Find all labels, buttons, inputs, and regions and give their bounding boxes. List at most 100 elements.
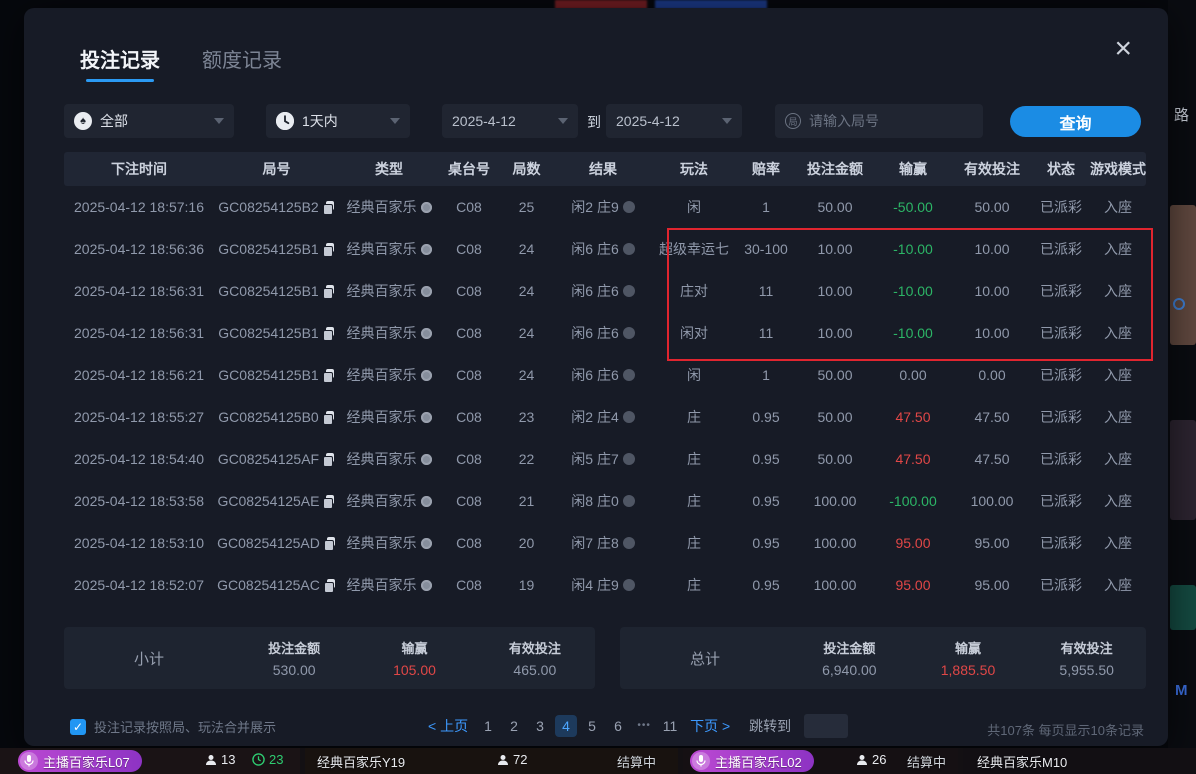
merge-checkbox[interactable]: ✓: [70, 718, 86, 735]
cell-game-mode: 入座: [1104, 451, 1132, 467]
result-info-icon[interactable]: [622, 285, 635, 297]
cell-odds: 30-100: [744, 241, 788, 257]
result-info-icon[interactable]: [622, 537, 635, 549]
copy-icon[interactable]: [322, 200, 335, 215]
cell-round-count: 22: [518, 451, 535, 467]
lobby-tile[interactable]: [963, 748, 1196, 774]
game-type-dot-icon: [420, 327, 432, 339]
total-box: 总计 投注金额 6,940.00 输赢 1,885.50 有效投注 5,955.…: [620, 627, 1146, 689]
round-input-placeholder: 请输入局号: [809, 113, 879, 129]
cell-result: 闲6 庄6: [554, 365, 652, 385]
tab-quota-records[interactable]: 额度记录: [202, 50, 282, 72]
cell-round-count: 21: [518, 493, 535, 509]
result-info-icon[interactable]: [622, 453, 635, 465]
cell-status: 已派彩: [1040, 325, 1082, 341]
cell-win-loss: -10.00: [893, 283, 933, 299]
cell-win-loss: -50.00: [893, 199, 933, 215]
cell-valid-bet: 95.00: [974, 535, 1010, 551]
cell-status: 已派彩: [1040, 535, 1082, 551]
page-button[interactable]: 1: [484, 718, 492, 734]
cell-round-count: 24: [518, 325, 535, 341]
cell-table-no: C08: [456, 409, 482, 425]
cell-bet-amount: 10.00: [817, 241, 853, 257]
result-info-icon[interactable]: [622, 369, 635, 381]
cell-win-loss: 47.50: [895, 451, 931, 467]
copy-icon[interactable]: [322, 368, 335, 383]
live-table-pill[interactable]: 主播百家乐L02: [690, 750, 814, 772]
copy-icon[interactable]: [323, 536, 336, 551]
cell-play-type: 庄对: [680, 283, 708, 299]
cell-odds: 11: [758, 325, 774, 341]
clock-icon: [276, 112, 294, 130]
game-type-dot-icon: [420, 579, 432, 591]
pagination: < 上页 1 2 3 4 5 6 ••• 11 下页 > 跳转到: [424, 714, 849, 738]
result-info-icon[interactable]: [622, 327, 635, 339]
result-info-icon[interactable]: [622, 243, 635, 255]
copy-icon[interactable]: [323, 452, 335, 467]
page-button[interactable]: 3: [536, 718, 544, 734]
round-id-input[interactable]: 局 请输入局号: [775, 104, 983, 138]
page-button[interactable]: 11: [662, 718, 678, 734]
search-button[interactable]: 查询: [1010, 106, 1141, 137]
date-to-picker[interactable]: 2025-4-12: [606, 104, 742, 138]
cell-game-type: 经典百家乐: [339, 407, 439, 427]
cell-win-loss: 0.00: [899, 367, 927, 383]
cell-win-loss: 47.50: [895, 409, 931, 425]
copy-icon[interactable]: [323, 494, 335, 509]
copy-icon[interactable]: [323, 578, 336, 593]
cell-result: 闲6 庄6: [554, 323, 652, 343]
cell-round-id: GC08254125AE: [214, 493, 339, 509]
time-range-select[interactable]: 1天内: [266, 104, 410, 138]
page-button[interactable]: 6: [614, 718, 622, 734]
jump-page-input[interactable]: [804, 714, 849, 738]
lobby-tile[interactable]: [305, 748, 678, 774]
cell-status: 已派彩: [1040, 409, 1082, 425]
cell-game-type: 经典百家乐: [339, 365, 439, 385]
modal-footer: ✓ 投注记录按照局、玩法合并展示 < 上页 1 2 3 4 5 6 ••• 11 下页 > 跳…: [24, 714, 1168, 744]
cell-table-no: C08: [456, 493, 482, 509]
copy-icon[interactable]: [322, 410, 335, 425]
table-row: 2025-04-12 18:56:21 GC08254125B1 经典百家乐 C…: [64, 354, 1146, 396]
column-header: 状态: [1047, 161, 1075, 177]
copy-icon[interactable]: [322, 284, 335, 299]
date-from-picker[interactable]: 2025-4-12: [442, 104, 578, 138]
subtotal-label: 小计: [133, 650, 164, 668]
column-header: 玩法: [680, 161, 708, 177]
viewer-count: 26: [856, 752, 886, 767]
copy-icon[interactable]: [322, 242, 335, 257]
person-icon: [498, 754, 508, 765]
cell-round-count: 24: [518, 367, 535, 383]
copy-icon[interactable]: [322, 326, 335, 341]
result-info-icon[interactable]: [622, 579, 635, 591]
cell-odds: 11: [758, 283, 774, 299]
cell-valid-bet: 47.50: [974, 451, 1010, 467]
viewer-count: 13: [205, 752, 235, 767]
tab-bet-records[interactable]: 投注记录: [80, 44, 160, 82]
cell-status: 已派彩: [1040, 493, 1082, 509]
page-button[interactable]: 5: [588, 718, 596, 734]
cell-valid-bet: 10.00: [974, 241, 1010, 257]
cell-game-mode: 入座: [1104, 535, 1132, 551]
next-page-button[interactable]: 下页 >: [690, 718, 731, 734]
total-bet-stat: 投注金额 6,940.00: [822, 641, 877, 678]
cell-status: 已派彩: [1040, 367, 1082, 383]
page-button[interactable]: 4: [555, 715, 578, 737]
close-icon[interactable]: ×: [1114, 32, 1132, 65]
cell-bet-time: 2025-04-12 18:55:27: [74, 409, 204, 425]
filter-bar: ♠ 全部 1天内 2025-4-12 到 2025-4-12 局 请输入局号 查…: [24, 104, 1168, 140]
live-table-pill[interactable]: 主播百家乐L07: [18, 750, 142, 772]
cell-game-type: 经典百家乐: [339, 239, 439, 259]
game-type-select[interactable]: ♠ 全部: [64, 104, 234, 138]
cell-bet-time: 2025-04-12 18:56:21: [74, 367, 204, 383]
prev-page-button[interactable]: < 上页: [428, 718, 469, 734]
cell-result: 闲6 庄6: [554, 281, 652, 301]
cell-play-type: 闲: [687, 199, 701, 215]
result-info-icon[interactable]: [622, 495, 635, 507]
result-info-icon[interactable]: [622, 411, 635, 423]
cell-odds: 0.95: [752, 535, 780, 551]
page-button[interactable]: 2: [510, 718, 518, 734]
cell-status: 已派彩: [1040, 451, 1082, 467]
cell-bet-amount: 100.00: [813, 577, 857, 593]
date-to-connector: 到: [587, 114, 601, 130]
result-info-icon[interactable]: [622, 201, 635, 213]
